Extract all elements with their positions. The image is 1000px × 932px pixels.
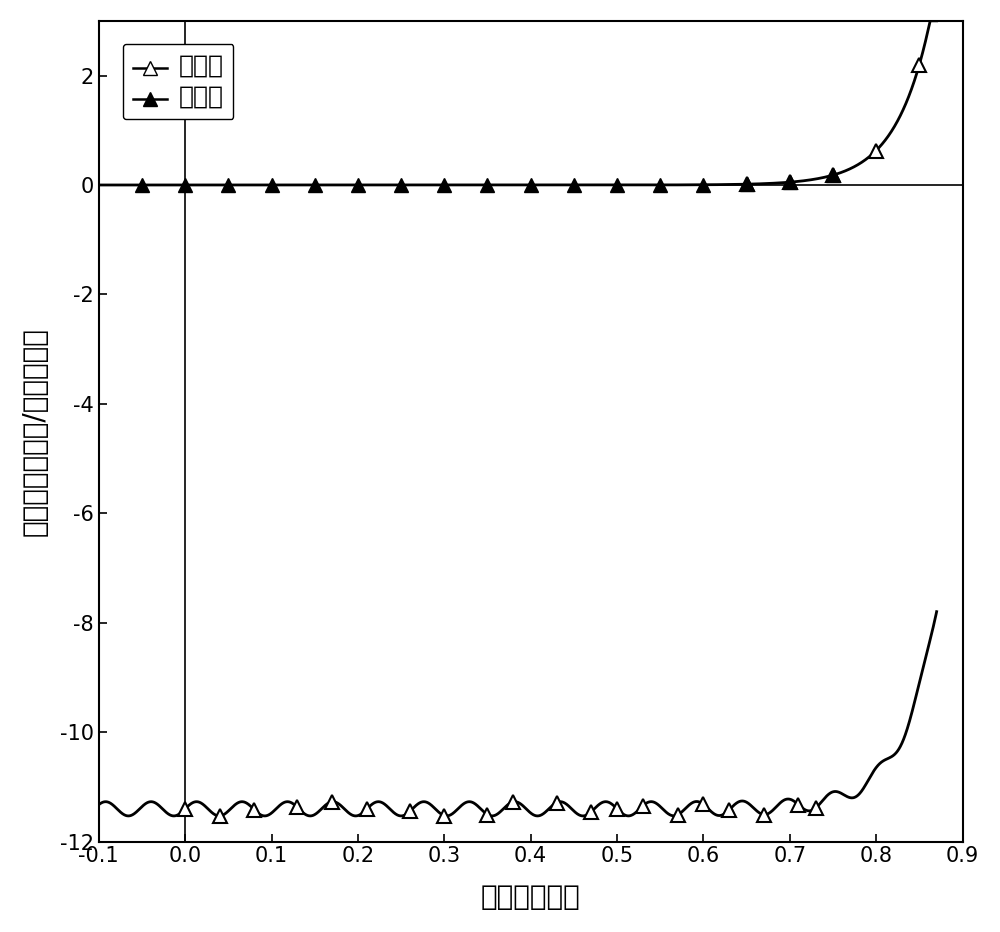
光电流 xyxy=(525,179,537,190)
X-axis label: 电压（伏特）: 电压（伏特） xyxy=(481,884,581,911)
光电流 xyxy=(827,170,839,181)
暗电流 xyxy=(784,176,796,187)
光电流 xyxy=(568,179,580,190)
光电流 xyxy=(309,179,321,190)
光电流 xyxy=(438,179,450,190)
暗电流 xyxy=(741,179,753,190)
暗电流 xyxy=(913,59,925,70)
光电流 xyxy=(395,179,407,190)
Line: 暗电流: 暗电流 xyxy=(740,58,926,191)
光电流 xyxy=(481,179,493,190)
Line: 光电流: 光电流 xyxy=(135,168,840,192)
光电流 xyxy=(266,179,278,190)
Y-axis label: 电流密度（毫安/平方厘米）: 电流密度（毫安/平方厘米） xyxy=(21,327,49,536)
光电流 xyxy=(611,179,623,190)
光电流 xyxy=(179,179,191,190)
光电流 xyxy=(741,179,753,190)
光电流 xyxy=(784,176,796,187)
光电流 xyxy=(222,179,234,190)
光电流 xyxy=(697,179,709,190)
Legend: 暗电流, 光电流: 暗电流, 光电流 xyxy=(123,44,233,118)
光电流 xyxy=(654,179,666,190)
暗电流 xyxy=(870,144,882,156)
光电流 xyxy=(136,179,148,190)
光电流 xyxy=(352,179,364,190)
暗电流 xyxy=(827,170,839,181)
